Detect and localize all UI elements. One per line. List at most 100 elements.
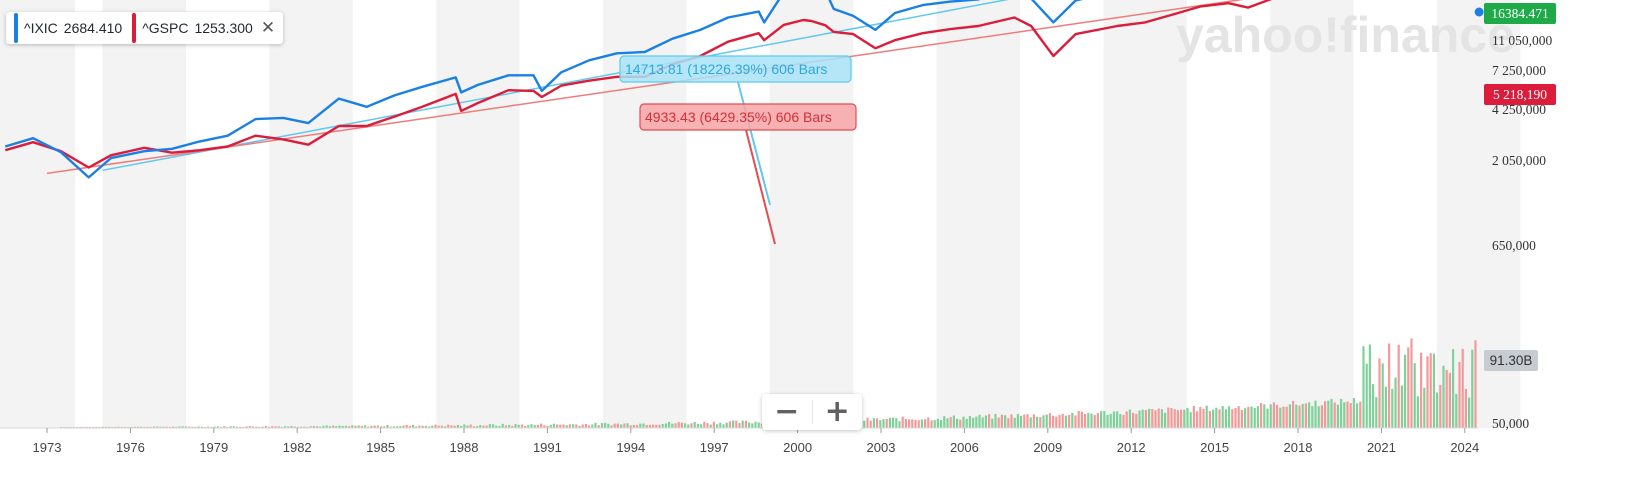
volume-bar	[1439, 384, 1442, 428]
volume-bar	[319, 426, 322, 428]
volume-bar	[1064, 415, 1067, 428]
volume-bar	[92, 426, 95, 428]
volume-bar	[1154, 410, 1157, 428]
y-tick-label: 4 250,000	[1492, 102, 1546, 117]
volume-bar	[1170, 408, 1173, 428]
volume-bar	[687, 424, 690, 428]
volume-bar	[664, 423, 667, 428]
zoom-divider	[811, 400, 813, 424]
zoom-in-button[interactable]: +	[824, 394, 850, 429]
volume-bar	[184, 426, 187, 428]
volume-bar	[597, 425, 600, 428]
x-tick-label: 2021	[1367, 440, 1396, 455]
volume-bar	[1282, 406, 1285, 428]
zoom-out-button[interactable]: −	[774, 394, 800, 429]
volume-bar	[581, 424, 584, 428]
volume-bar	[1378, 358, 1381, 428]
volume-bar	[488, 424, 491, 428]
y-tick-label: 650,000	[1492, 238, 1536, 253]
volume-bar	[421, 425, 424, 428]
volume-bar	[1052, 415, 1055, 428]
volume-bar	[402, 425, 405, 428]
volume-bars	[60, 338, 1477, 428]
volume-bar	[1301, 403, 1304, 428]
volume-bar	[1320, 405, 1323, 428]
legend-item-ixic[interactable]: ^IXIC 2684.410	[14, 13, 122, 43]
volume-bar	[620, 424, 623, 428]
volume-bar	[952, 415, 955, 428]
volume-bar	[1093, 415, 1096, 428]
legend-item-gspc[interactable]: ^GSPC 1253.300 ✕	[132, 13, 275, 43]
volume-bar	[930, 420, 933, 428]
volume-bar	[892, 417, 895, 428]
volume-bar	[636, 425, 639, 428]
volume-bar	[252, 426, 255, 428]
x-tick-label: 1973	[33, 440, 62, 455]
volume-bar	[1176, 410, 1179, 428]
volume-bar	[975, 416, 978, 428]
volume-bar	[578, 425, 581, 428]
volume-bar	[546, 425, 549, 428]
volume-bar	[82, 426, 85, 428]
last-value-tags: 16384.471 5 218,190 91.30B	[1484, 3, 1556, 371]
volume-bar	[1026, 414, 1029, 428]
x-tick-label: 1997	[700, 440, 729, 455]
shade-band	[1103, 0, 1187, 428]
volume-bar	[901, 416, 904, 428]
volume-bar	[165, 426, 168, 428]
volume-bar	[373, 425, 376, 428]
live-dot-icon	[1474, 7, 1484, 17]
volume-bar	[632, 424, 635, 428]
close-icon[interactable]: ✕	[260, 18, 276, 37]
volume-bar	[466, 425, 469, 428]
volume-bar	[72, 426, 75, 428]
volume-bar	[168, 426, 171, 428]
volume-bar	[572, 424, 575, 428]
volume-bar	[680, 422, 683, 428]
volume-bar	[1212, 409, 1215, 428]
volume-bar	[1445, 370, 1448, 428]
volume-bar	[1125, 411, 1128, 428]
volume-bar	[136, 426, 139, 428]
volume-bar	[1394, 377, 1397, 428]
volume-bar	[447, 424, 450, 428]
shade-band	[269, 0, 353, 428]
volume-bar	[63, 426, 66, 428]
x-tick-label: 2012	[1117, 440, 1146, 455]
volume-bar	[936, 418, 939, 428]
legend-value: 2684.410	[63, 20, 123, 36]
volume-bar	[888, 417, 891, 428]
volume-bar	[156, 426, 159, 428]
volume-bar	[1336, 404, 1339, 428]
volume-bar	[904, 419, 907, 428]
volume-bar	[648, 424, 651, 428]
volume-bar	[1413, 363, 1416, 428]
volume-bar	[690, 423, 693, 428]
volume-bar	[492, 424, 495, 428]
volume-bar	[684, 423, 687, 428]
annotations[interactable]: 14713.81 (18226.39%) 606 Bars 4933.43 (64…	[619, 55, 857, 245]
volume-bar	[1324, 401, 1327, 428]
volume-bar	[1151, 409, 1154, 428]
volume-bar	[255, 426, 258, 428]
volume-bar	[300, 426, 303, 428]
volume-bar	[1100, 411, 1103, 428]
volume-bar	[1068, 414, 1071, 428]
volume-bar	[325, 425, 328, 428]
annotation-label: 14713.81 (18226.39%) 606 Bars	[625, 61, 827, 77]
x-tick-label: 2015	[1200, 440, 1229, 455]
volume-bar	[1426, 356, 1429, 428]
volume-bar	[997, 417, 1000, 428]
volume-bar	[405, 425, 408, 428]
volume-bar	[1167, 407, 1170, 428]
volume-bar	[1468, 397, 1471, 428]
x-tick-label: 1991	[533, 440, 562, 455]
volume-bar	[508, 424, 511, 428]
volume-bar	[188, 426, 191, 428]
volume-bar	[1423, 387, 1426, 428]
volume-bar	[293, 426, 296, 428]
volume-bar	[885, 419, 888, 428]
volume-bar	[600, 423, 603, 428]
x-tick-label: 2018	[1284, 440, 1313, 455]
